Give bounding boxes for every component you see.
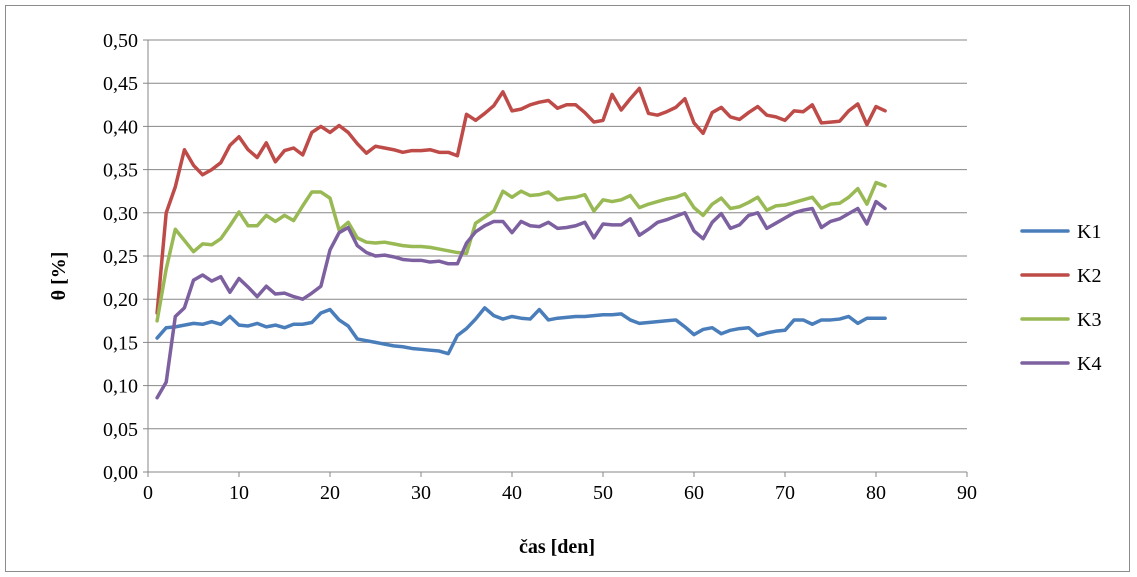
x-tick-label: 80 (866, 482, 886, 504)
y-tick-label: 0,40 (103, 116, 138, 138)
x-tick-label: 20 (320, 482, 340, 504)
x-tick-label: 30 (411, 482, 431, 504)
y-tick-label: 0,10 (103, 376, 138, 398)
x-tick-label: 0 (143, 482, 153, 504)
series-line-k1 (155, 306, 887, 356)
series-line-k4 (155, 199, 887, 400)
y-tick-label: 0,30 (103, 203, 138, 225)
legend-label-k2: K2 (1077, 265, 1101, 287)
legend: K1 K2 K3 K4 (1020, 221, 1101, 375)
series-line-k3 (155, 180, 887, 323)
x-tick-label: 90 (957, 482, 977, 504)
x-tick-label: 70 (775, 482, 795, 504)
x-tick-label: 60 (684, 482, 704, 504)
y-axis-title: θ [%] (48, 252, 70, 301)
legend-label-k4: K4 (1077, 353, 1101, 375)
y-tick-label: 0,20 (103, 289, 138, 311)
tick-labels: 0,00 0,05 0,10 0,15 0,20 0,25 0,30 0,35 0,40 0,45… (103, 30, 977, 504)
legend-label-k3: K3 (1077, 309, 1101, 331)
series-lines (155, 86, 887, 400)
series-line-k2 (155, 86, 887, 315)
y-tick-label: 0,50 (103, 30, 138, 52)
y-tick-label: 0,35 (103, 160, 138, 182)
y-tick-label: 0,00 (103, 462, 138, 484)
x-axis-title: čas [den] (519, 536, 595, 558)
x-tick-label: 10 (229, 482, 249, 504)
y-tick-label: 0,25 (103, 246, 138, 268)
y-tick-label: 0,15 (103, 332, 138, 354)
grid-lines (148, 39, 967, 430)
legend-label-k1: K1 (1077, 221, 1101, 243)
y-tick-label: 0,45 (103, 73, 138, 95)
axes (143, 39, 968, 477)
y-tick-label: 0,05 (103, 419, 138, 441)
x-tick-label: 40 (502, 482, 522, 504)
x-tick-label: 50 (593, 482, 613, 504)
